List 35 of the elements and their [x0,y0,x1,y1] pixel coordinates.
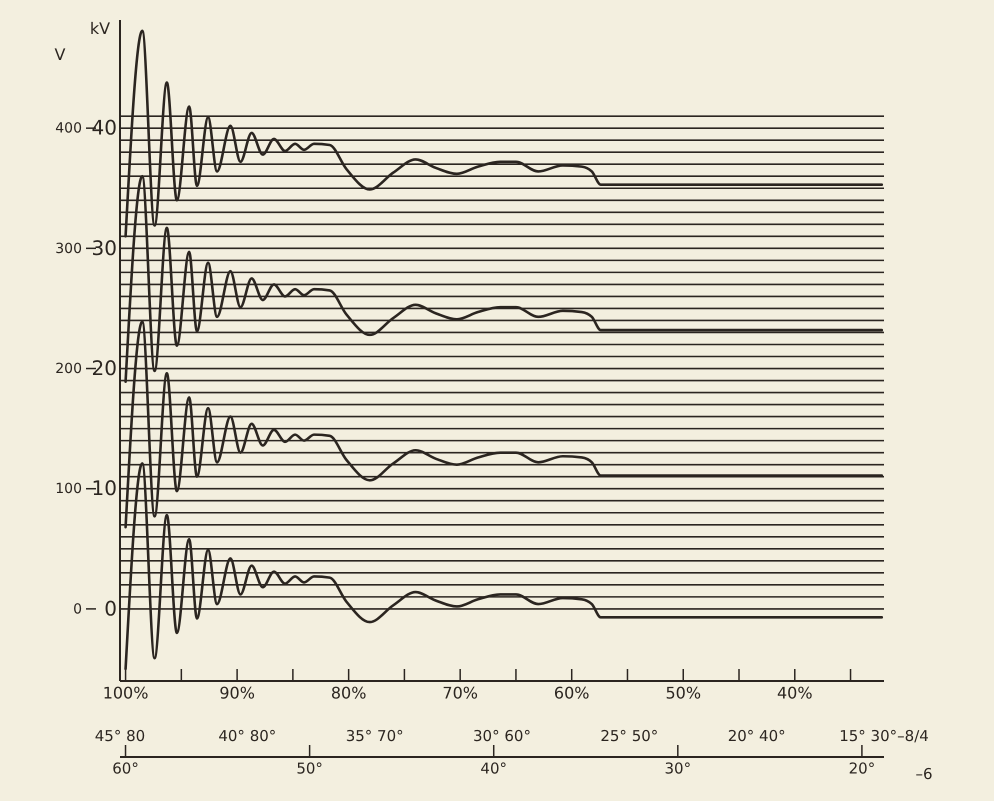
x-tick-label: 50% [665,683,702,702]
x-tick-label: 100% [102,683,148,702]
y-axis-title: kV [90,19,110,38]
x-tick-label: 40% [776,683,813,702]
y2-axis-title: V [54,45,66,64]
line-series [124,30,884,238]
text: 30° 60° [473,727,531,745]
y2-tick-label: 0 [73,601,82,618]
y-tick-label: 30 [92,236,117,260]
text: 40° 80° [218,727,276,745]
x2-tick-label: 50° [296,760,323,778]
y-tick-label: 20 [92,356,117,380]
y2-tick-label: 300 [55,240,82,257]
text: 35° 70° [346,727,404,745]
x2-tick-label: 60° [112,760,139,778]
text: 20° 40° [728,727,786,745]
y-tick-label: 10 [92,476,117,500]
x2-tick-label: 30° [664,760,692,778]
x-tick-label: 60% [554,683,590,702]
line-series [124,174,884,384]
y2-tick-label: 200 [55,361,82,378]
text: –6 [915,765,933,783]
text: 25° 50° [600,727,658,745]
y2-tick-label: 400 [55,120,82,137]
x2-tick-label: 40° [480,760,508,778]
x-tick-label: 70% [442,683,478,702]
line-series [124,320,884,528]
y-tick-label: 0 [104,596,117,620]
text: 15° 30°–8/4 [839,727,929,745]
x-tick-label: 80% [330,683,366,702]
y-tick-label: 40 [92,116,117,140]
text: 45° 80 [94,727,146,745]
x-tick-label: 90% [219,683,255,702]
x2-tick-label: 20° [848,760,876,778]
y2-tick-label: 100 [55,481,82,498]
